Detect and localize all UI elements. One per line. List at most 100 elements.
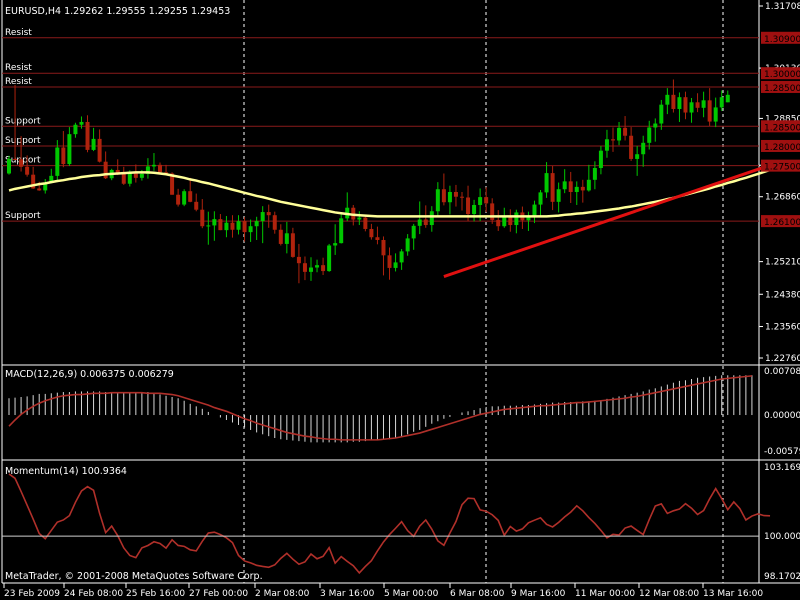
time-tick-8: 9 Mar 16:00 <box>511 589 566 599</box>
candle-body <box>97 138 102 162</box>
macd-histogram <box>8 375 753 443</box>
candle-body <box>659 104 664 124</box>
candle-body <box>236 221 241 230</box>
candle-body <box>85 121 90 150</box>
candle-body <box>429 211 434 226</box>
candle-body <box>170 173 175 195</box>
candle-body <box>224 222 229 231</box>
candle-body <box>182 191 187 205</box>
level-price-tags: 1.30900 1.30000 1.28500 1.28500 1.28000 1.275… <box>761 31 800 228</box>
candle-body <box>453 191 458 197</box>
level-tag-bg-4 <box>761 139 800 152</box>
candle-body <box>158 164 162 173</box>
level-tag-bg-5 <box>761 159 800 172</box>
candle-body <box>574 186 579 192</box>
candle-body <box>653 123 658 128</box>
price-tick-4: 1.26860 <box>765 193 800 203</box>
level-label-0: Resist <box>5 28 32 38</box>
candle-body <box>315 265 320 268</box>
candle-body <box>617 127 622 141</box>
candle-body <box>677 97 682 109</box>
candle-body <box>55 147 60 176</box>
price-tick-6: 1.24380 <box>765 290 800 300</box>
candle-body <box>49 175 54 183</box>
candle-body <box>671 94 676 109</box>
price-tick-2: 1.28850 <box>765 114 800 124</box>
candle-body <box>399 251 404 263</box>
candle-body <box>121 173 126 184</box>
candle-body <box>357 217 362 220</box>
candle-body <box>164 172 169 174</box>
candle-body <box>327 245 332 272</box>
candle-body <box>230 222 235 230</box>
candle-body <box>598 150 603 168</box>
level-label-1: Resist <box>5 63 32 73</box>
level-tag-6: 1.26100 <box>764 218 800 228</box>
macd-tick-1: 0.00000 <box>764 411 800 421</box>
candle-body <box>381 239 386 256</box>
time-tick-10: 12 Mar 08:00 <box>639 589 699 599</box>
candle-body <box>218 219 223 231</box>
candle-body <box>683 97 688 113</box>
momentum-axis: 103.169 100.0000 98.1702 <box>2 463 800 582</box>
candle-body <box>321 265 326 272</box>
candle-body <box>719 97 724 108</box>
time-tick-11: 13 Mar 16:00 <box>703 589 763 599</box>
candle-body <box>302 263 307 272</box>
candle-body <box>25 166 30 175</box>
candle-body <box>278 229 283 244</box>
vertical-grid <box>243 0 724 583</box>
candle-body <box>629 135 634 159</box>
symbol-header: EURUSD,H4 1.29262 1.29555 1.29255 1.2945… <box>5 6 230 17</box>
candle-body <box>562 181 567 190</box>
level-label-3: Support <box>5 116 41 126</box>
time-tick-4: 2 Mar 08:00 <box>255 589 310 599</box>
candle-body <box>133 173 138 178</box>
candle-body <box>435 189 440 212</box>
price-tick-5: 1.25210 <box>765 258 800 268</box>
copyright-text: MetaTrader, © 2001-2008 MetaQuotes Softw… <box>5 571 263 582</box>
candle-body <box>568 181 573 192</box>
candle-body <box>466 197 471 215</box>
candle-body <box>212 219 217 226</box>
candle-body <box>635 154 640 159</box>
candle-body <box>514 212 519 226</box>
moving-average-line <box>8 168 771 218</box>
candle-body <box>37 188 42 191</box>
time-tick-5: 3 Mar 16:00 <box>320 589 375 599</box>
candle-body <box>260 212 265 222</box>
level-tag-2: 1.28500 <box>764 84 800 94</box>
time-tick-3: 27 Feb 00:00 <box>189 589 248 599</box>
level-tag-0: 1.30900 <box>764 35 800 45</box>
candle-body <box>73 124 78 135</box>
candle-body <box>423 219 428 226</box>
candle-body <box>194 201 199 210</box>
candle-body <box>405 238 410 252</box>
candle-body <box>188 191 193 202</box>
candle-body <box>139 173 144 178</box>
candle-body <box>61 147 66 165</box>
candle-body <box>695 102 700 108</box>
momentum-line <box>8 473 771 575</box>
candle-body <box>478 197 483 205</box>
candle-body <box>151 164 156 167</box>
candle-body <box>43 182 48 191</box>
candle-body <box>333 243 338 246</box>
candle-body <box>484 197 489 204</box>
candle-body <box>387 255 392 268</box>
level-label-2: Resist <box>5 77 32 87</box>
trend-line[interactable] <box>443 163 771 278</box>
candle-body <box>647 127 652 143</box>
candle-body <box>544 173 549 193</box>
momentum-tick-1: 100.0000 <box>764 532 800 542</box>
candle-body <box>580 186 585 191</box>
time-tick-0: 23 Feb 2009 <box>4 589 60 599</box>
candle-body <box>309 267 313 272</box>
level-tag-4: 1.28000 <box>764 143 800 153</box>
macd-signal-line <box>8 375 753 441</box>
candle-body <box>496 219 501 227</box>
level-tag-bg-0 <box>761 31 800 44</box>
candle-body <box>284 233 289 244</box>
candle-body <box>272 215 277 230</box>
